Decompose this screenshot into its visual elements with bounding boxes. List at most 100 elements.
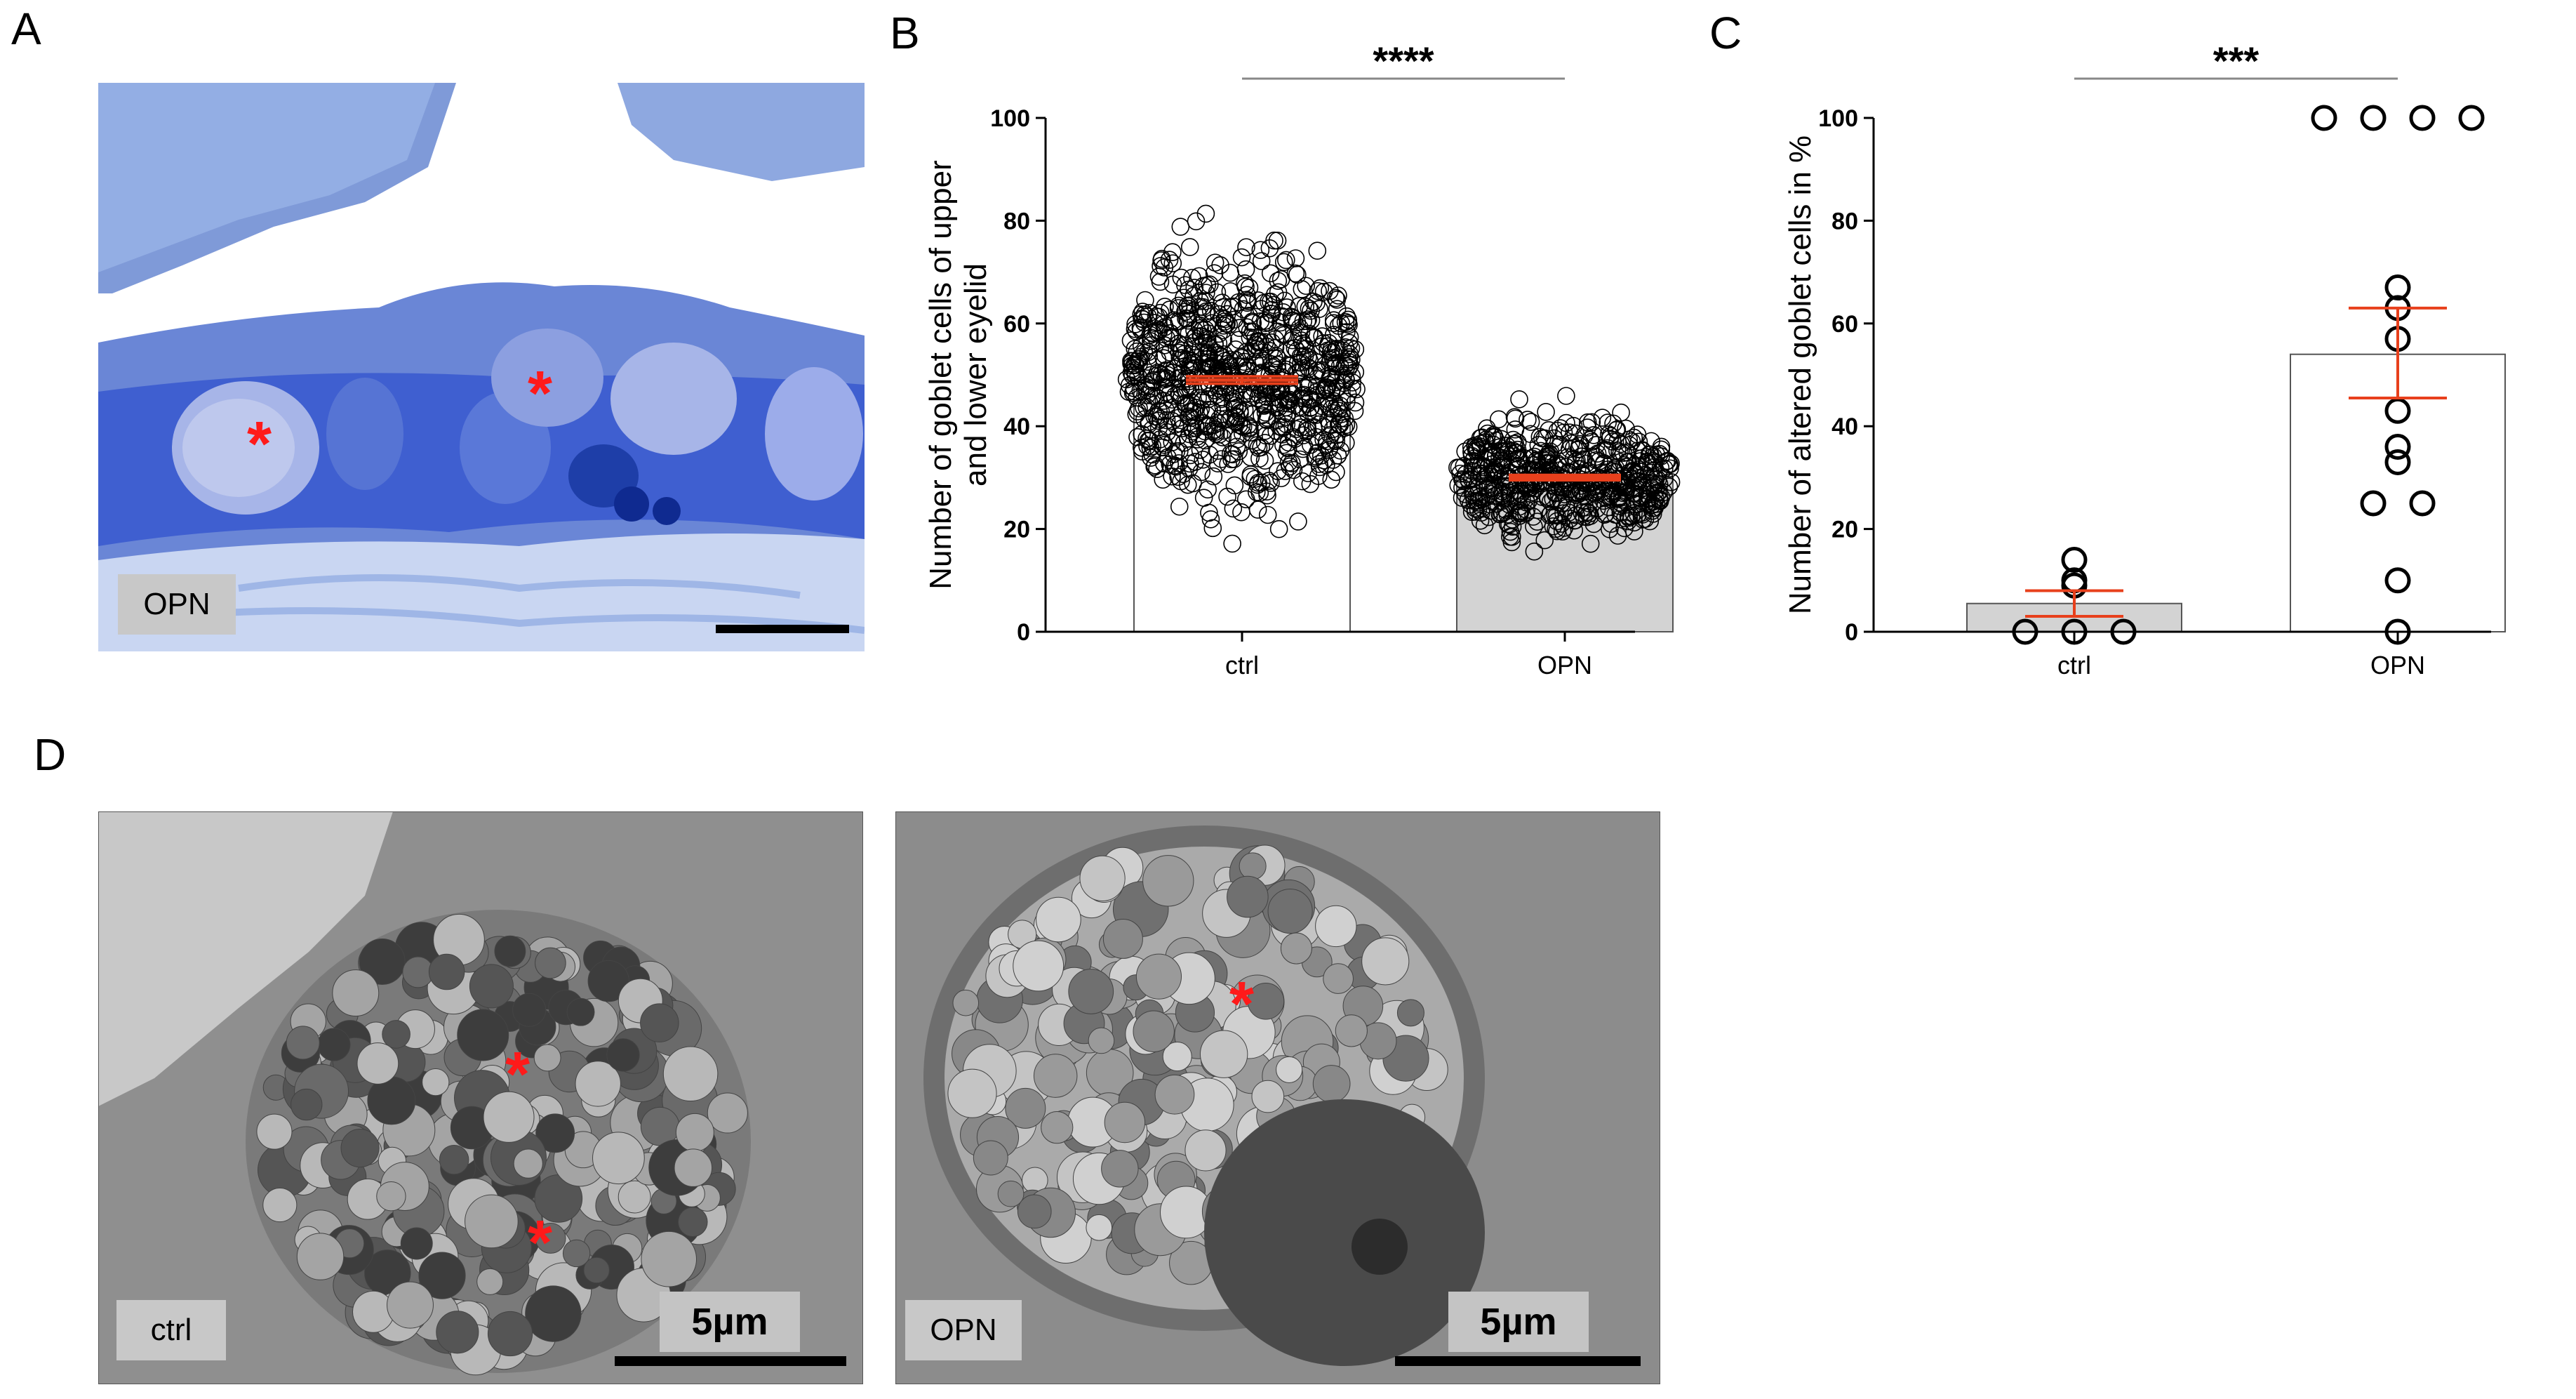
data-point [1181,454,1199,473]
data-point [1258,409,1276,427]
data-point [1249,473,1267,492]
data-point [1267,422,1286,440]
data-point [1219,455,1237,473]
data-point [1329,317,1348,335]
data-point [1327,378,1345,397]
vesicle [317,1028,351,1061]
data-point [1257,410,1276,429]
panel-letter-d: D [34,729,67,780]
vesicle [1267,888,1313,934]
panel-d-left-asterisk-1: * [505,1040,530,1110]
data-point [1271,390,1290,409]
data-point [1269,272,1288,290]
data-point [1288,313,1307,331]
vesicle [382,1020,411,1049]
vesicle [1184,1129,1227,1172]
data-point [1218,487,1236,506]
data-point [1537,403,1555,421]
data-point [1623,461,1642,480]
data-point [1156,346,1175,364]
vesicle [1033,1054,1078,1098]
data-point [2384,449,2411,475]
vesicle [952,989,980,1016]
panel-a-micrograph [98,83,865,651]
data-point [1462,438,1481,456]
data-point [1252,252,1271,270]
vesicle [677,1207,708,1238]
data-point [1574,472,1593,491]
data-point [1608,526,1627,545]
vesicle [340,1129,380,1168]
data-point [1242,388,1261,406]
panel-letter-c: C [1709,8,1742,58]
data-point [1301,399,1319,417]
data-point [1223,425,1242,444]
data-point [1175,345,1194,363]
x-tick-label: ctrl [2057,651,2091,679]
vesicle [1312,1065,1351,1103]
data-point [1612,403,1630,422]
data-point [1540,421,1558,439]
data-point [1254,351,1273,370]
data-point [1565,521,1584,540]
data-point [1213,428,1232,446]
data-point [1240,418,1259,437]
data-point [1178,475,1197,494]
data-point [1491,505,1509,523]
data-point [1617,419,1635,438]
data-point [1195,353,1214,372]
data-point [1187,327,1206,345]
data-point [1324,311,1343,329]
data-point [1179,305,1198,323]
vesicle [256,1113,293,1150]
data-point [1298,421,1317,439]
data-point [1128,342,1147,361]
data-point [1155,378,1174,397]
vesicle [583,1257,610,1284]
data-point [1326,289,1345,307]
data-point [1549,493,1568,512]
data-point [1316,355,1335,374]
data-point [1294,426,1313,444]
data-point [1284,460,1303,479]
data-point [1250,484,1269,502]
data-point [1519,411,1537,429]
data-point [1183,268,1201,287]
data-point [1528,451,1546,470]
data-point [1608,441,1627,460]
data-point [1610,488,1629,507]
data-point [1232,349,1251,367]
data-point [1152,249,1171,268]
data-point [1557,387,1575,405]
data-point [1132,321,1150,339]
data-point [1161,300,1179,319]
x-tick-label: OPN [2370,651,2425,679]
data-point [1519,491,1538,510]
data-point [1339,310,1358,329]
vesicle [675,1113,714,1152]
data-point [1619,453,1638,472]
data-point [2360,490,2387,517]
data-point [1163,243,1182,262]
vesicle [422,1068,450,1096]
data-point [1575,450,1594,468]
data-point [1530,427,1549,446]
data-point [1308,241,1327,260]
data-point [1262,474,1280,492]
data-point [1459,470,1478,489]
data-point [1255,397,1274,415]
data-point [1179,407,1198,426]
data-point [1246,336,1264,354]
data-point [1197,302,1215,321]
data-point [1184,286,1203,305]
data-point [1262,292,1280,311]
data-point [1240,306,1258,325]
y-tick-label: 60 [1831,311,1858,338]
data-point [1540,446,1558,465]
vesicle [1315,905,1357,948]
data-point [2384,433,2411,460]
data-point [2311,105,2337,131]
vesicle [436,1311,479,1354]
vesicle [1142,855,1194,907]
data-point [1639,453,1657,471]
